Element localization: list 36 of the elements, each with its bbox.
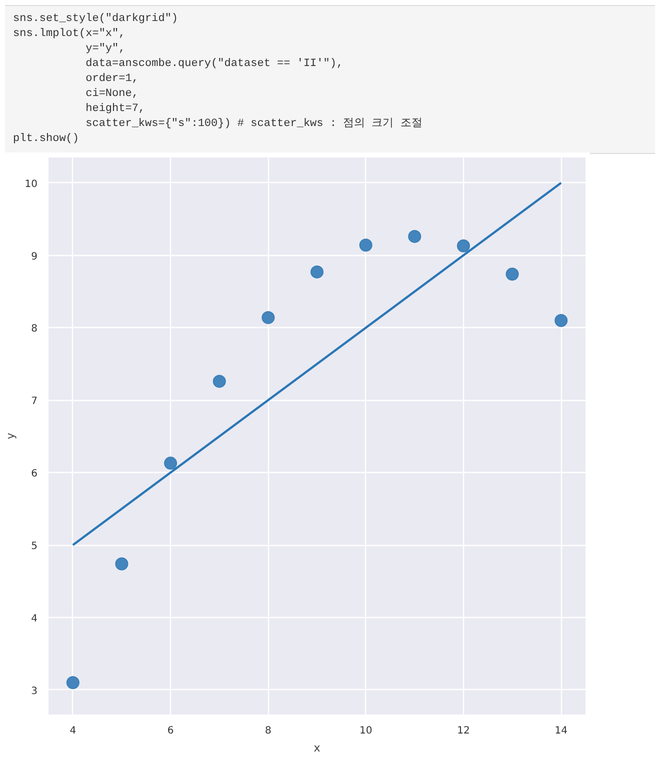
point [66,676,80,690]
y-tick-label: 7 [31,396,38,408]
y-tick-label: 8 [31,324,38,335]
y-tick-label: 9 [31,251,38,262]
text: sns.set_style("darkgrid") [13,13,178,25]
point [408,230,422,243]
text: data=anscombe.query("dataset == 'II'"), [86,58,344,70]
x-tick-label: 6 [167,726,174,736]
x-tick-label: 8 [265,726,272,736]
point [164,456,178,470]
text: plt.show() [13,133,80,145]
text: sns.lmplot(x="x", [13,28,126,40]
point [310,265,324,278]
x-axis-title: x [314,742,321,754]
y-axis-title: y [4,432,17,440]
point [506,268,519,281]
point [359,238,372,252]
y-tick-label: 5 [31,541,38,552]
x-tick-label: 4 [70,726,76,736]
text: y="y", [86,43,126,55]
text: height=7, [86,103,146,115]
x-tick-label: 14 [554,726,568,736]
y-tick-label: 4 [31,613,38,624]
text: ci=None, [86,88,138,100]
text: scatter_kws={"s":100}) # scatter_kws : 점의 크기 조절 [86,118,422,130]
point [212,374,226,388]
point [554,314,568,327]
point [262,311,275,324]
point [115,557,128,570]
point [456,239,470,252]
x-tick-label: 12 [457,726,470,736]
y-tick-label: 3 [31,686,38,697]
y-tick-label: 10 [24,178,38,190]
x-tick-label: 10 [359,726,372,736]
text: order=1, [86,73,138,85]
y-tick-label: 6 [31,468,38,480]
